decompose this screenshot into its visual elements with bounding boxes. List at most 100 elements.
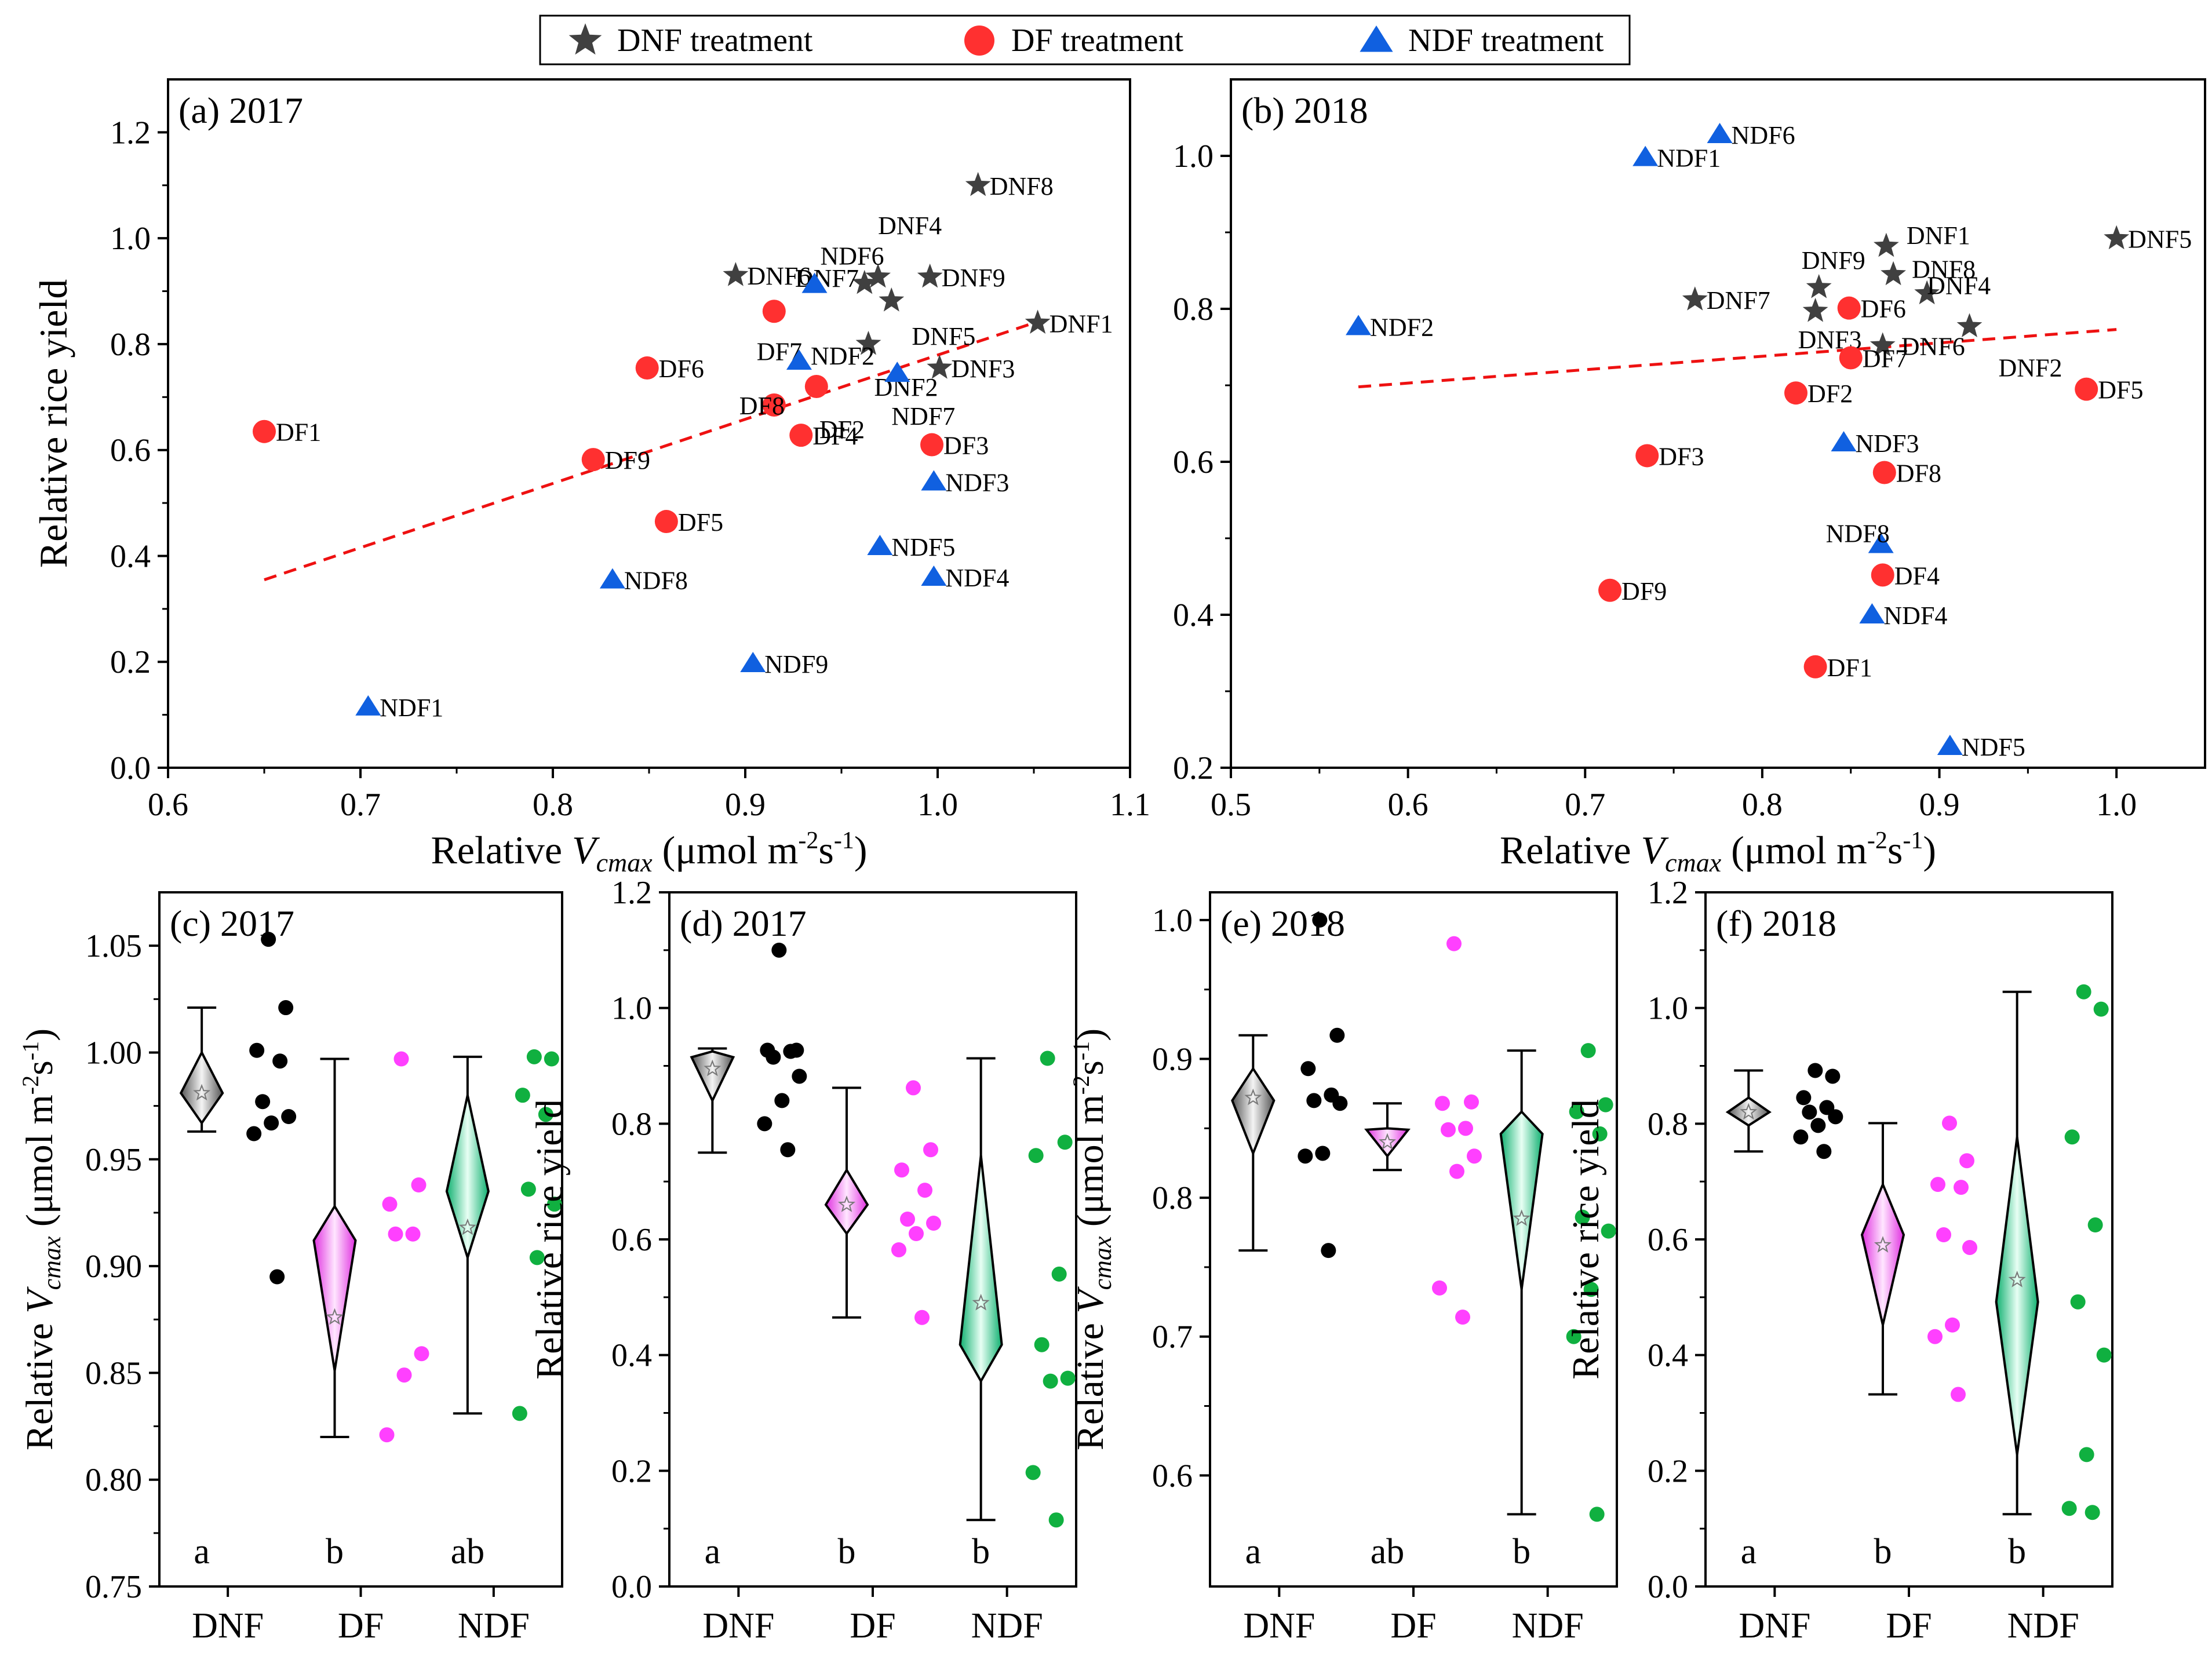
data-point-df (1962, 1239, 1977, 1255)
data-point-dnf (1332, 1096, 1348, 1111)
distribution-diamond-ndf (1499, 1110, 1544, 1290)
x-tick-label-a: 0.7 (340, 787, 381, 823)
x-tick-label-a: 0.9 (725, 787, 766, 823)
data-point-ndf (520, 1181, 536, 1197)
point-dnf1 (1874, 232, 1899, 257)
x-axis-label-part: s (1887, 828, 1903, 872)
data-point-ndf (512, 1406, 527, 1421)
point-label-df9: DF9 (605, 446, 650, 475)
point-label-dnf9: DNF9 (942, 264, 1005, 292)
point-label-ndf6: NDF6 (1732, 121, 1795, 149)
significance-letter-ndf: b (1513, 1532, 1530, 1571)
y-axis-label-part: Relative (19, 1314, 61, 1450)
plot-frame-e (1209, 891, 1618, 1588)
significance-letter-ndf: ab (451, 1532, 485, 1571)
point-label-dnf8: DNF8 (990, 172, 1054, 200)
mean-marker-dnf (1740, 1103, 1758, 1120)
data-point-dnf (1808, 1063, 1823, 1078)
point-label-dnf2: DNF2 (1999, 353, 2062, 382)
data-point-df (1954, 1180, 1969, 1195)
y-axis-label-part: s (19, 1060, 61, 1075)
point-df2 (1784, 381, 1808, 405)
data-point-df (894, 1162, 909, 1178)
point-dnf4 (865, 263, 891, 288)
y-tick-label-d: 0.6 (611, 1222, 652, 1258)
y-tick-label-c: 0.95 (85, 1142, 142, 1178)
data-point-dnf (1810, 1118, 1826, 1133)
data-point-df (393, 1051, 409, 1067)
data-point-ndf (544, 1051, 559, 1067)
data-point-dnf (1298, 1148, 1313, 1164)
data-point-df (906, 1080, 921, 1096)
point-ndf6 (1707, 123, 1733, 144)
point-df1 (1803, 655, 1827, 679)
point-df5 (2075, 377, 2098, 401)
y-tick-label-e: 0.9 (1152, 1042, 1193, 1078)
point-label-dnf1: DNF1 (1907, 221, 1970, 250)
point-label-dnf5: DNF5 (912, 322, 975, 351)
point-label-df9: DF9 (1621, 577, 1667, 606)
y-axis-label-a: Relative rice yield (31, 279, 75, 568)
y-axis-label-part: cmax (1088, 1236, 1117, 1290)
data-point-df (1464, 1094, 1479, 1110)
significance-letter-dnf: a (1741, 1532, 1757, 1571)
data-point-ndf (2076, 984, 2091, 1000)
point-df6 (1837, 296, 1861, 320)
point-dnf2 (855, 330, 881, 355)
legend-label-dnf: DNF treatment (617, 23, 813, 59)
point-label-ndf4: NDF4 (1883, 601, 1947, 630)
plot-frame-d (668, 891, 1077, 1588)
point-label-df8: DF8 (1896, 459, 1941, 487)
y-axis-label-part: cmax (38, 1236, 66, 1290)
y-tick-label-e: 1.0 (1152, 903, 1193, 939)
y-tick-label-a: 0.8 (110, 327, 151, 363)
data-point-dnf (272, 1053, 288, 1069)
data-point-ndf (1566, 1329, 1581, 1344)
data-point-df (1455, 1310, 1470, 1325)
data-point-ndf (2093, 1001, 2109, 1017)
data-point-df (382, 1197, 398, 1212)
data-point-ndf (1028, 1148, 1044, 1163)
data-point-dnf (1828, 1109, 1843, 1125)
y-tick-label-f: 0.4 (1648, 1338, 1688, 1374)
y-tick-label-a: 1.2 (110, 115, 151, 151)
point-df4 (1871, 563, 1894, 587)
distribution-diamond-ndf (445, 1095, 490, 1261)
data-point-df (1942, 1115, 1957, 1131)
y-axis-label-e: Relative Vcmax (μmol m-2s-1) (1068, 1028, 1117, 1450)
data-point-dnf (1329, 1027, 1345, 1043)
data-point-df (1432, 1280, 1447, 1296)
point-label-df1: DF1 (1827, 654, 1872, 682)
distribution-diamond-ndf (1995, 1137, 2039, 1455)
point-label-ndf1: NDF1 (1657, 144, 1721, 173)
x-axis-label-part: s (818, 828, 833, 872)
x-axis-label-a: Relative Vcmax (μmol m-2s-1) (431, 827, 867, 877)
x-axis-label-part: (μmol m (653, 828, 799, 872)
point-dnf2 (1956, 313, 1983, 337)
data-point-dnf (1825, 1068, 1841, 1084)
data-point-ndf (1034, 1337, 1049, 1352)
y-axis-label-part: -1 (17, 1041, 43, 1060)
point-label-dnf6: DNF6 (1901, 332, 1965, 360)
y-tick-label-b: 0.6 (1173, 444, 1213, 480)
x-axis-label-part: ) (1923, 828, 1936, 872)
point-label-ndf7: NDF7 (891, 402, 955, 431)
y-tick-label-f: 0.2 (1648, 1453, 1688, 1489)
y-tick-label-f: 0.0 (1648, 1569, 1688, 1605)
point-ndf1 (355, 695, 381, 716)
data-point-ndf (1057, 1135, 1073, 1150)
point-ndf8 (1868, 532, 1894, 553)
data-point-df (1959, 1153, 1974, 1169)
point-dnf5 (2104, 225, 2130, 250)
data-point-dnf (1796, 1090, 1812, 1106)
x-axis-label-part: Relative (1500, 828, 1641, 872)
point-df9 (1598, 578, 1622, 602)
distribution-diamond-dnf (1231, 1066, 1276, 1157)
data-point-df (1458, 1121, 1473, 1136)
data-point-ndf (1589, 1507, 1605, 1522)
data-point-ndf (515, 1088, 530, 1103)
point-ndf2 (786, 349, 812, 370)
x-axis-label-part: V (572, 828, 600, 872)
mean-marker-df (326, 1308, 344, 1325)
data-point-df (405, 1226, 421, 1242)
